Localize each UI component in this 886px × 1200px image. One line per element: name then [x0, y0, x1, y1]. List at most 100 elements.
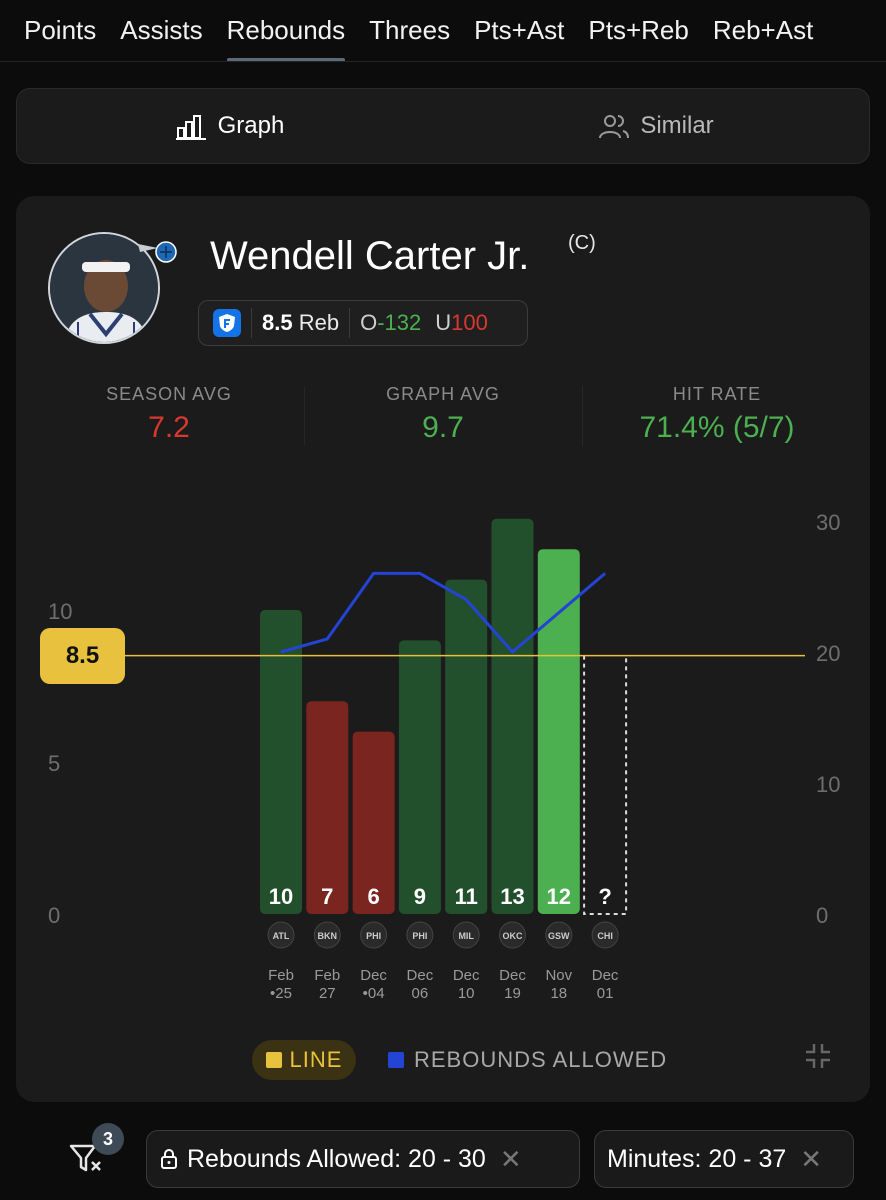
line-value-badge[interactable]: 8.5 — [40, 628, 125, 684]
graph-button[interactable]: Graph — [17, 89, 443, 163]
prop-line: 8.5 Reb — [262, 310, 339, 336]
over-odds: -132 — [377, 310, 422, 335]
team-abbr: ATL — [273, 931, 290, 941]
close-icon[interactable]: ✕ — [499, 1143, 522, 1174]
x-tick-day: 19 — [504, 985, 521, 1002]
player-card — [16, 196, 870, 1102]
hit-rate-value: 71.4% (5/7) — [639, 411, 795, 444]
season-avg: SEASON AVG 7.2 — [32, 384, 306, 445]
left-axis-tick: 10 — [48, 599, 72, 624]
player-silhouette-icon — [50, 234, 158, 342]
x-tick-month: Feb — [268, 967, 294, 984]
bar — [537, 549, 580, 914]
x-tick-day: 10 — [458, 985, 475, 1002]
team-logo-icon — [499, 921, 526, 949]
x-tick-day: •04 — [363, 985, 385, 1002]
under-label: U — [435, 310, 452, 335]
team-abbr: GSW — [548, 931, 570, 941]
graph-avg-label: GRAPH AVG — [386, 384, 500, 404]
team-abbr: CHI — [597, 931, 613, 941]
collapse-icon[interactable] — [804, 1042, 832, 1070]
tab-threes[interactable]: Threes — [369, 14, 451, 45]
team-logo-icon — [545, 921, 573, 949]
team-logo-icon — [360, 921, 388, 949]
bar — [260, 610, 302, 914]
prop-line-pill[interactable]: 8.5 Reb O -132 U 100 — [198, 300, 528, 346]
legend-line[interactable]: LINE — [252, 1040, 356, 1080]
right-axis-tick: 10 — [816, 772, 840, 797]
hit-rate: HIT RATE 71.4% (5/7) — [580, 384, 854, 445]
right-axis-tick: 20 — [816, 641, 840, 666]
bar-chart-icon — [175, 115, 206, 140]
legend-rebounds-allowed[interactable]: REBOUNDS ALLOWED — [388, 1040, 667, 1080]
magic-logo-icon — [138, 241, 177, 263]
tab-rebounds[interactable]: Rebounds — [226, 0, 345, 61]
bar-value-label: 11 — [455, 884, 478, 909]
player-avatar[interactable] — [48, 232, 160, 344]
team-abbr: PHI — [366, 931, 381, 941]
team-logo-icon — [406, 921, 434, 949]
similar-button[interactable]: Similar — [443, 89, 869, 163]
bar-value-label: 6 — [367, 884, 379, 909]
x-tick-month: Dec — [592, 967, 619, 984]
over-label: O — [360, 310, 378, 335]
x-tick-day: 01 — [597, 985, 614, 1002]
x-tick-month: Dec — [499, 967, 526, 984]
close-icon[interactable]: ✕ — [800, 1143, 823, 1174]
team-logo-icon — [452, 921, 480, 949]
bar-value-label: 10 — [269, 884, 293, 909]
filter-chip-minutes[interactable]: Minutes: 20 - 37 ✕ — [594, 1130, 854, 1188]
team-abbr: MIL — [458, 931, 474, 941]
left-axis-tick: 5 — [48, 751, 60, 776]
bar — [445, 579, 488, 914]
team-abbr: OKC — [503, 931, 524, 941]
tab-pts-reb[interactable]: Pts+Reb — [588, 14, 689, 45]
team-logo-icon — [267, 921, 295, 949]
x-tick-day: •25 — [270, 985, 292, 1002]
x-tick-month: Dec — [453, 967, 480, 984]
lock-icon — [161, 1149, 177, 1169]
stat-divider — [582, 386, 583, 446]
filter-chip-label: Rebounds Allowed: 20 - 30 — [187, 1144, 486, 1173]
tab-pts-ast[interactable]: Pts+Ast — [474, 14, 565, 45]
similar-label: Similar — [640, 112, 714, 139]
tab-reb-ast[interactable]: Reb+Ast — [712, 14, 814, 45]
filter-count-badge: 3 — [92, 1123, 124, 1155]
line-stat: Reb — [298, 310, 340, 335]
left-axis-tick: 0 — [48, 903, 60, 928]
divider — [349, 308, 351, 338]
right-axis-tick: 30 — [816, 510, 840, 535]
x-tick-day: 18 — [550, 985, 567, 1002]
filter-chip-rebounds-allowed[interactable]: Rebounds Allowed: 20 - 30 ✕ — [146, 1130, 580, 1188]
under-odds: 100 — [451, 310, 488, 335]
team-logo-icon — [313, 921, 341, 949]
season-avg-label: SEASON AVG — [106, 384, 232, 404]
team-logo-icon — [591, 921, 619, 949]
x-tick-month: Feb — [314, 967, 340, 984]
bar — [398, 640, 441, 914]
x-tick-day: 27 — [319, 985, 336, 1002]
sportsbook-logo-icon — [213, 309, 241, 337]
right-axis-tick: 0 — [816, 903, 828, 928]
legend-line-label: LINE — [289, 1047, 343, 1072]
rebounds-chart: 0510010203010ATLFeb•257BKNFeb276PHIDec•0… — [48, 510, 840, 1002]
stat-tabs: Points Assists Rebounds Threes Pts+Ast P… — [0, 0, 886, 62]
graph-avg: GRAPH AVG 9.7 — [306, 384, 580, 445]
stat-divider — [304, 386, 305, 446]
users-icon — [599, 115, 630, 139]
bar-value-label: ? — [598, 884, 611, 909]
hit-rate-label: HIT RATE — [672, 384, 762, 404]
line-value: 8.5 — [262, 310, 293, 335]
legend-allowed-label: REBOUNDS ALLOWED — [414, 1047, 668, 1072]
x-tick-month: Dec — [360, 967, 387, 984]
line-swatch — [265, 1052, 282, 1068]
tab-assists[interactable]: Assists — [120, 14, 203, 45]
x-tick-month: Dec — [407, 967, 434, 984]
season-avg-value: 7.2 — [148, 411, 190, 444]
bar-value-label: 9 — [414, 884, 426, 909]
bar-value-label: 7 — [321, 884, 333, 909]
position-tag: (C) — [568, 232, 596, 254]
bar-value-label: 12 — [547, 884, 571, 909]
upcoming-bar — [583, 655, 628, 915]
tab-points[interactable]: Points — [24, 14, 97, 45]
